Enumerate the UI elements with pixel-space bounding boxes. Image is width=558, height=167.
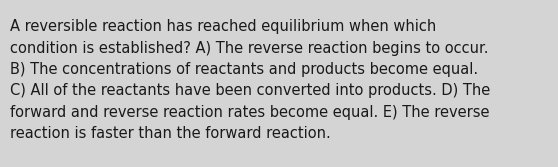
Text: A reversible reaction has reached equilibrium when which: A reversible reaction has reached equili…	[10, 19, 436, 34]
Text: condition is established? A) The reverse reaction begins to occur.: condition is established? A) The reverse…	[10, 41, 488, 55]
Text: forward and reverse reaction rates become equal. E) The reverse: forward and reverse reaction rates becom…	[10, 105, 489, 120]
Text: B) The concentrations of reactants and products become equal.: B) The concentrations of reactants and p…	[10, 62, 478, 77]
Text: C) All of the reactants have been converted into products. D) The: C) All of the reactants have been conver…	[10, 84, 490, 99]
Text: reaction is faster than the forward reaction.: reaction is faster than the forward reac…	[10, 126, 331, 141]
